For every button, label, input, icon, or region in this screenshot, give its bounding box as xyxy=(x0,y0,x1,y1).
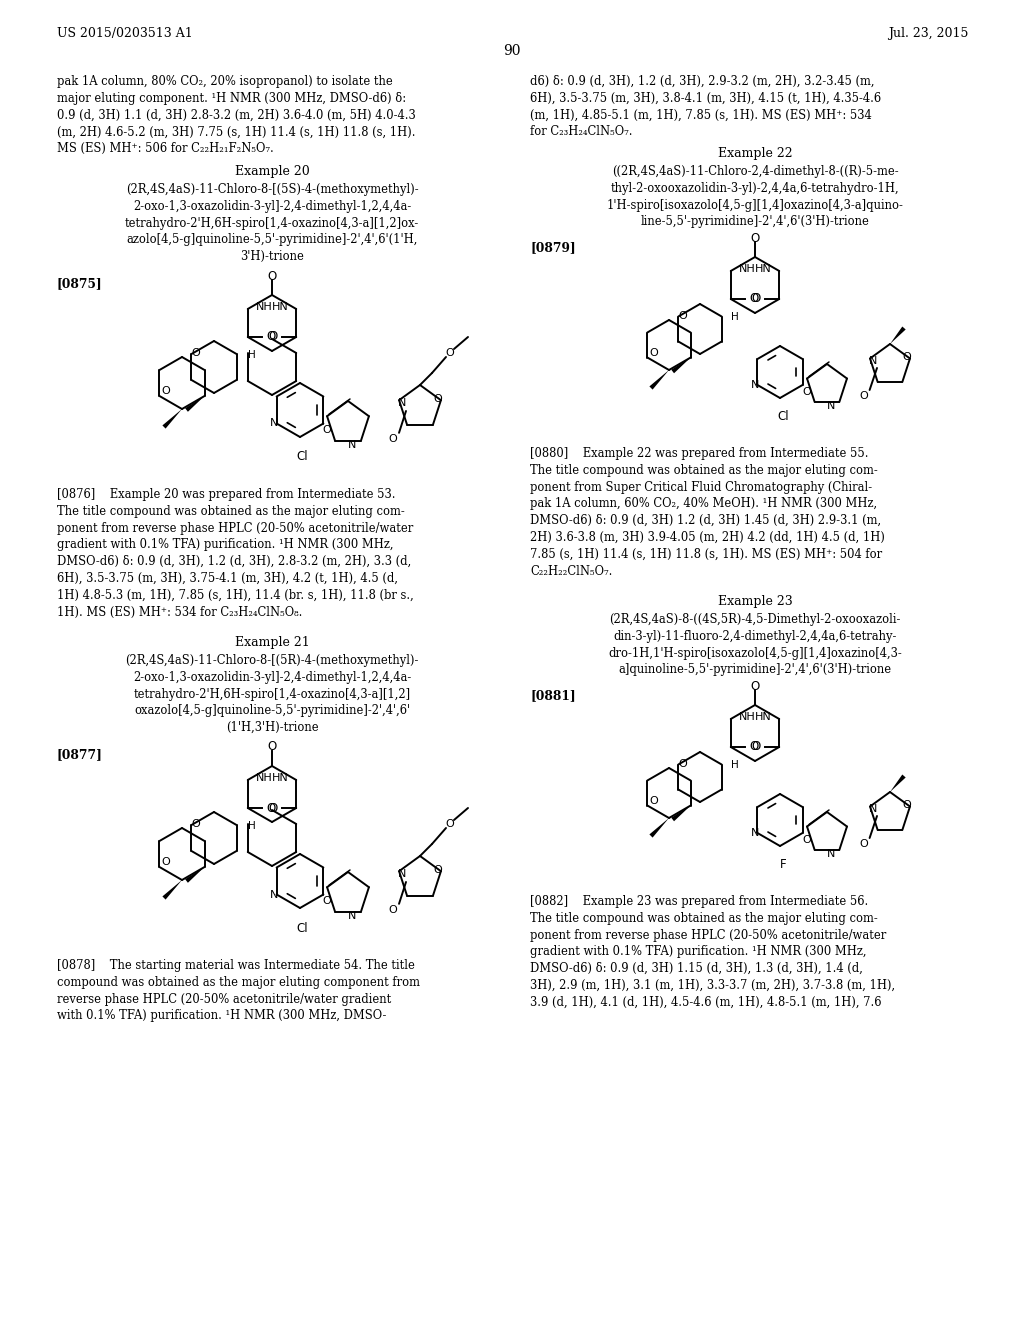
Text: NH: NH xyxy=(738,264,756,275)
Text: N: N xyxy=(827,849,836,859)
Text: O: O xyxy=(267,269,276,282)
Text: O: O xyxy=(750,293,759,305)
Text: N: N xyxy=(397,399,407,408)
Text: O: O xyxy=(859,391,868,401)
Text: O: O xyxy=(803,834,811,845)
Text: O: O xyxy=(751,741,760,754)
Text: HN: HN xyxy=(271,302,288,312)
Text: (2R,4S,4aS)-11-Chloro-8-[(5R)-4-(methoxymethyl)-
2-oxo-1,3-oxazolidin-3-yl]-2,4-: (2R,4S,4aS)-11-Chloro-8-[(5R)-4-(methoxy… xyxy=(125,653,419,734)
Text: HN: HN xyxy=(271,774,288,783)
Text: O: O xyxy=(268,801,278,814)
Text: O: O xyxy=(433,393,442,404)
Text: O: O xyxy=(751,680,760,693)
Text: O: O xyxy=(266,801,276,814)
Text: N: N xyxy=(868,804,878,814)
Text: N: N xyxy=(348,440,356,450)
Text: (2R,4S,4aS)-11-Chloro-8-[(5S)-4-(methoxymethyl)-
2-oxo-1,3-oxazolidin-3-yl]-2,4-: (2R,4S,4aS)-11-Chloro-8-[(5S)-4-(methoxy… xyxy=(125,183,419,263)
Text: H: H xyxy=(248,350,256,360)
Text: N: N xyxy=(827,401,836,411)
Text: N: N xyxy=(270,890,279,899)
Text: N: N xyxy=(752,380,760,389)
Text: Cl: Cl xyxy=(777,411,788,424)
Polygon shape xyxy=(890,775,905,792)
Text: d6) δ: 0.9 (d, 3H), 1.2 (d, 3H), 2.9-3.2 (m, 2H), 3.2-3.45 (m,
6H), 3.5-3.75 (m,: d6) δ: 0.9 (d, 3H), 1.2 (d, 3H), 2.9-3.2… xyxy=(530,75,881,139)
Text: Jul. 23, 2015: Jul. 23, 2015 xyxy=(888,26,968,40)
Text: O: O xyxy=(649,796,658,807)
Polygon shape xyxy=(163,880,182,900)
Polygon shape xyxy=(163,409,182,429)
Text: [0877]: [0877] xyxy=(57,748,102,762)
Text: O: O xyxy=(191,818,201,829)
Text: NH: NH xyxy=(256,774,272,783)
Text: [0878]    The starting material was Intermediate 54. The title
compound was obta: [0878] The starting material was Interme… xyxy=(57,960,420,1023)
Text: O: O xyxy=(751,293,760,305)
Text: O: O xyxy=(679,759,687,770)
Polygon shape xyxy=(672,358,690,374)
Text: O: O xyxy=(162,857,170,867)
Text: O: O xyxy=(162,385,170,396)
Text: N: N xyxy=(397,869,407,879)
Text: O: O xyxy=(267,741,276,754)
Text: O: O xyxy=(750,741,759,754)
Polygon shape xyxy=(185,867,205,883)
Text: Example 21: Example 21 xyxy=(234,636,309,649)
Text: Cl: Cl xyxy=(296,921,308,935)
Text: Example 22: Example 22 xyxy=(718,147,793,160)
Text: O: O xyxy=(191,348,201,358)
Text: O: O xyxy=(679,312,687,321)
Text: NH: NH xyxy=(256,302,272,312)
Text: O: O xyxy=(433,865,442,875)
Text: [0882]    Example 23 was prepared from Intermediate 56.
The title compound was o: [0882] Example 23 was prepared from Inte… xyxy=(530,895,895,1008)
Text: Example 23: Example 23 xyxy=(718,595,793,609)
Text: O: O xyxy=(859,840,868,849)
Text: NH: NH xyxy=(738,711,756,722)
Text: H: H xyxy=(248,821,256,832)
Text: [0875]: [0875] xyxy=(57,277,102,290)
Text: HN: HN xyxy=(755,264,771,275)
Polygon shape xyxy=(185,396,205,412)
Text: Cl: Cl xyxy=(296,450,308,463)
Text: O: O xyxy=(751,231,760,244)
Text: pak 1A column, 80% CO₂, 20% isopropanol) to isolate the
major eluting component.: pak 1A column, 80% CO₂, 20% isopropanol)… xyxy=(57,75,416,156)
Text: N: N xyxy=(348,911,356,921)
Text: [0879]: [0879] xyxy=(530,242,575,253)
Text: O: O xyxy=(389,904,397,915)
Text: O: O xyxy=(389,434,397,444)
Text: 90: 90 xyxy=(503,44,521,58)
Text: O: O xyxy=(445,348,455,358)
Text: H: H xyxy=(731,760,739,770)
Text: N: N xyxy=(868,356,878,366)
Polygon shape xyxy=(890,326,905,345)
Text: O: O xyxy=(323,425,332,434)
Text: US 2015/0203513 A1: US 2015/0203513 A1 xyxy=(57,26,193,40)
Text: HN: HN xyxy=(755,711,771,722)
Text: O: O xyxy=(445,818,455,829)
Text: O: O xyxy=(649,348,658,358)
Text: N: N xyxy=(270,418,279,429)
Polygon shape xyxy=(649,370,669,389)
Text: O: O xyxy=(266,330,276,343)
Text: O: O xyxy=(323,896,332,906)
Text: O: O xyxy=(902,352,911,362)
Text: H: H xyxy=(731,312,739,322)
Text: F: F xyxy=(779,858,786,871)
Polygon shape xyxy=(672,805,690,821)
Text: N: N xyxy=(752,828,760,838)
Text: ((2R,4S,4aS)-11-Chloro-2,4-dimethyl-8-((R)-5-me-
thyl-2-oxooxazolidin-3-yl)-2,4,: ((2R,4S,4aS)-11-Chloro-2,4-dimethyl-8-((… xyxy=(606,165,903,228)
Polygon shape xyxy=(649,818,669,838)
Text: O: O xyxy=(268,330,278,343)
Text: [0880]    Example 22 was prepared from Intermediate 55.
The title compound was o: [0880] Example 22 was prepared from Inte… xyxy=(530,447,885,578)
Text: (2R,4S,4aS)-8-((4S,5R)-4,5-Dimethyl-2-oxooxazoli-
din-3-yl)-11-fluoro-2,4-dimeth: (2R,4S,4aS)-8-((4S,5R)-4,5-Dimethyl-2-ox… xyxy=(608,612,902,676)
Text: [0876]    Example 20 was prepared from Intermediate 53.
The title compound was o: [0876] Example 20 was prepared from Inte… xyxy=(57,488,414,619)
Text: O: O xyxy=(803,387,811,396)
Text: [0881]: [0881] xyxy=(530,689,575,702)
Text: Example 20: Example 20 xyxy=(234,165,309,178)
Text: O: O xyxy=(902,800,911,810)
